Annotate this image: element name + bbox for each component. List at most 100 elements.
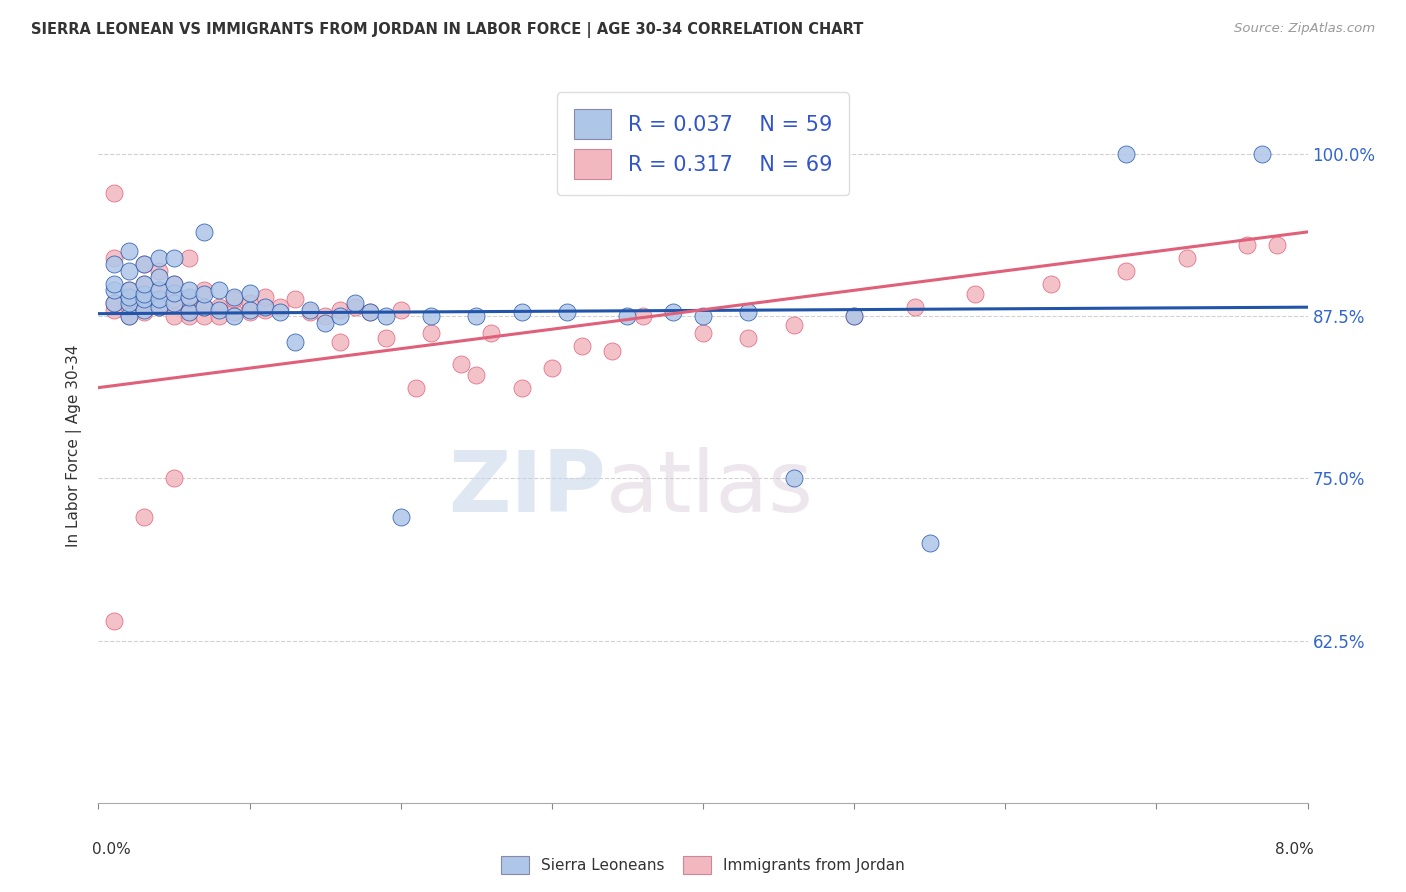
Point (344, 296, 367, 310)
Point (118, 310, 141, 324)
Point (208, 310, 231, 324)
Point (118, 300, 141, 314)
Point (179, 310, 201, 324)
Point (239, 296, 262, 310)
Point (1236, 238, 1258, 252)
Point (179, 305, 201, 319)
Point (179, 293, 201, 307)
Point (103, 257, 125, 271)
Point (224, 290, 246, 304)
Point (239, 302, 262, 317)
Point (148, 293, 170, 307)
Point (314, 310, 336, 324)
Point (179, 283, 201, 297)
Point (118, 264, 141, 278)
Point (253, 302, 276, 317)
Point (602, 344, 624, 359)
Point (420, 310, 443, 324)
Point (1115, 147, 1137, 161)
Point (193, 287, 215, 301)
Point (481, 326, 503, 340)
Point (374, 310, 396, 324)
Point (284, 293, 307, 307)
Point (329, 302, 352, 317)
Point (661, 305, 683, 319)
Point (965, 287, 987, 301)
Point (692, 310, 714, 324)
Point (374, 331, 396, 345)
Point (540, 361, 562, 376)
Point (103, 302, 125, 317)
Point (103, 277, 125, 291)
Point (284, 335, 307, 350)
Point (132, 302, 155, 317)
Point (360, 305, 382, 319)
Point (253, 300, 276, 314)
Point (132, 305, 155, 319)
Point (631, 310, 654, 324)
Point (737, 305, 759, 319)
Point (420, 326, 443, 340)
Point (132, 510, 155, 524)
Text: 0.0%: 0.0% (93, 842, 131, 857)
Point (571, 339, 593, 353)
Point (193, 283, 215, 297)
Point (269, 305, 291, 319)
Point (148, 300, 170, 314)
Point (360, 305, 382, 319)
Point (904, 300, 927, 314)
Point (1267, 238, 1289, 252)
Point (103, 251, 125, 265)
Legend: Sierra Leoneans, Immigrants from Jordan: Sierra Leoneans, Immigrants from Jordan (495, 850, 911, 880)
Point (118, 283, 141, 297)
Point (118, 310, 141, 324)
Point (163, 293, 186, 307)
Point (844, 310, 866, 324)
Point (1115, 264, 1137, 278)
Point (163, 277, 186, 291)
Point (737, 331, 759, 345)
Point (118, 290, 141, 304)
Point (132, 290, 155, 304)
Point (148, 283, 170, 297)
Point (148, 300, 170, 314)
Point (918, 536, 941, 550)
Point (314, 316, 336, 330)
Point (193, 300, 215, 314)
Point (179, 251, 201, 265)
Point (329, 335, 352, 350)
Point (193, 310, 215, 324)
Point (132, 257, 155, 271)
Point (239, 305, 262, 319)
Point (103, 296, 125, 310)
Y-axis label: In Labor Force | Age 30-34: In Labor Force | Age 30-34 (66, 344, 83, 548)
Point (269, 300, 291, 314)
Point (465, 368, 488, 382)
Point (118, 244, 141, 259)
Point (163, 471, 186, 485)
Point (179, 302, 201, 317)
Point (465, 310, 488, 324)
Point (344, 300, 367, 314)
Text: Source: ZipAtlas.com: Source: ZipAtlas.com (1234, 22, 1375, 36)
Point (329, 310, 352, 324)
Point (208, 302, 231, 317)
Point (179, 290, 201, 304)
Point (132, 287, 155, 301)
Point (132, 277, 155, 291)
Point (148, 264, 170, 278)
Point (148, 270, 170, 285)
Point (193, 225, 215, 239)
Point (163, 251, 186, 265)
Point (103, 296, 125, 310)
Point (132, 257, 155, 271)
Point (103, 283, 125, 297)
Point (1175, 251, 1198, 265)
Point (692, 326, 714, 340)
Point (616, 310, 638, 324)
Text: ZIP: ZIP (449, 447, 606, 531)
Point (783, 318, 806, 333)
Point (103, 614, 125, 628)
Point (118, 293, 141, 307)
Point (118, 283, 141, 297)
